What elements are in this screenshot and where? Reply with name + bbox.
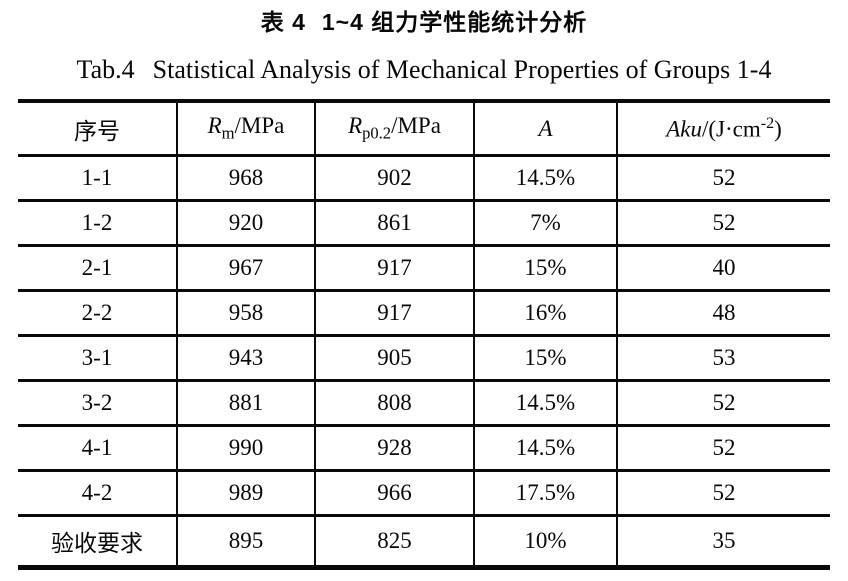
col-header-rp02: Rp0.2/MPa [314,101,474,156]
rp02-value-cell: 966 [314,470,474,516]
elongation-value-cell: 14.5% [473,380,617,426]
rm-value-cell: 881 [176,380,315,426]
table-row: 2-1 967 917 15% 40 [18,245,830,291]
rp02-value-cell: 905 [314,335,474,381]
elongation-value-cell: 7% [473,200,617,246]
rp02-value-cell: 808 [314,380,474,426]
row-label-cell: 1-1 [81,165,113,190]
table-row: 3-1 943 905 15% 53 [18,335,830,381]
rm-value-cell: 968 [176,155,315,201]
elongation-symbol: A [538,115,553,141]
table-row: 4-2 989 966 17.5% 52 [18,470,830,516]
rp02-symbol: R [348,113,363,139]
caption-en-number: Tab.4 [76,55,135,84]
aku-value-cell: 52 [616,200,830,246]
elongation-value-cell: 15% [473,245,617,291]
aku-unit-pre: /(J·cm [701,116,761,142]
elongation-value-cell: 10% [473,515,617,568]
aku-value-cell: 40 [616,245,830,291]
aku-value-cell: 35 [616,515,830,568]
elongation-value-cell: 14.5% [473,425,617,471]
table-caption-chinese: 表 4 1~4 组力学性能统计分析 [0,0,848,37]
caption-en-text: Statistical Analysis of Mechanical Prope… [152,55,772,84]
col-header-elongation: A [473,101,617,156]
rp02-unit: /MPa [391,113,441,139]
rm-subscript: m [221,123,235,143]
rm-value-cell: 967 [176,245,315,291]
row-label-cell: 2-2 [81,300,113,325]
rp02-value-cell: 917 [314,290,474,336]
aku-value-cell: 53 [616,335,830,381]
table-row: 4-1 990 928 14.5% 52 [18,425,830,471]
col-header-index-label: 序号 [74,118,120,144]
row-label-cell: 4-2 [81,480,113,505]
aku-symbol: Aku [666,116,702,142]
rm-value-cell: 943 [176,335,315,381]
rm-value-cell: 895 [176,515,315,568]
rp02-value-cell: 928 [314,425,474,471]
elongation-value-cell: 14.5% [473,155,617,201]
rm-value-cell: 990 [176,425,315,471]
table-row: 1-2 920 861 7% 52 [18,200,830,246]
row-label-cell: 验收要求 [51,531,143,556]
rp02-value-cell: 825 [314,515,474,568]
aku-value-cell: 52 [616,470,830,516]
row-label-cell: 2-1 [81,255,113,280]
rp02-value-cell: 861 [314,200,474,246]
rm-symbol: R [207,113,222,139]
rm-value-cell: 989 [176,470,315,516]
caption-cn-text: 1~4 组力学性能统计分析 [321,9,588,35]
aku-value-cell: 52 [616,380,830,426]
table-row: 2-2 958 917 16% 48 [18,290,830,336]
row-label-cell: 3-2 [81,390,113,415]
row-label-cell: 1-2 [81,210,113,235]
row-label-cell: 4-1 [81,435,113,460]
mechanical-properties-table: 序号 Rm/MPa Rp0.2/MPa A Aku/(J·cm-2) 1-1 9… [18,99,830,570]
elongation-value-cell: 17.5% [473,470,617,516]
rm-unit: /MPa [234,113,285,139]
elongation-value-cell: 15% [473,335,617,381]
table-row-acceptance: 验收要求 895 825 10% 35 [18,515,830,568]
col-header-rm: Rm/MPa [176,101,315,156]
rm-value-cell: 958 [176,290,315,336]
rp02-subscript: p0.2 [362,123,392,143]
caption-cn-number: 表 4 [260,9,306,35]
elongation-value-cell: 16% [473,290,617,336]
table-row: 3-2 881 808 14.5% 52 [18,380,830,426]
col-header-aku: Aku/(J·cm-2) [616,101,830,156]
rp02-value-cell: 902 [314,155,474,201]
rp02-value-cell: 917 [314,245,474,291]
aku-unit-post: ) [774,116,782,142]
aku-value-cell: 52 [616,155,830,201]
aku-superscript: -2 [760,114,775,132]
table-caption-english: Tab.4 Statistical Analysis of Mechanical … [0,53,848,87]
table-row: 1-1 968 902 14.5% 52 [18,155,830,201]
aku-value-cell: 48 [616,290,830,336]
table-header-row: 序号 Rm/MPa Rp0.2/MPa A Aku/(J·cm-2) [18,101,830,156]
rm-value-cell: 920 [176,200,315,246]
col-header-index: 序号 [18,101,177,156]
row-label-cell: 3-1 [81,345,113,370]
aku-value-cell: 52 [616,425,830,471]
